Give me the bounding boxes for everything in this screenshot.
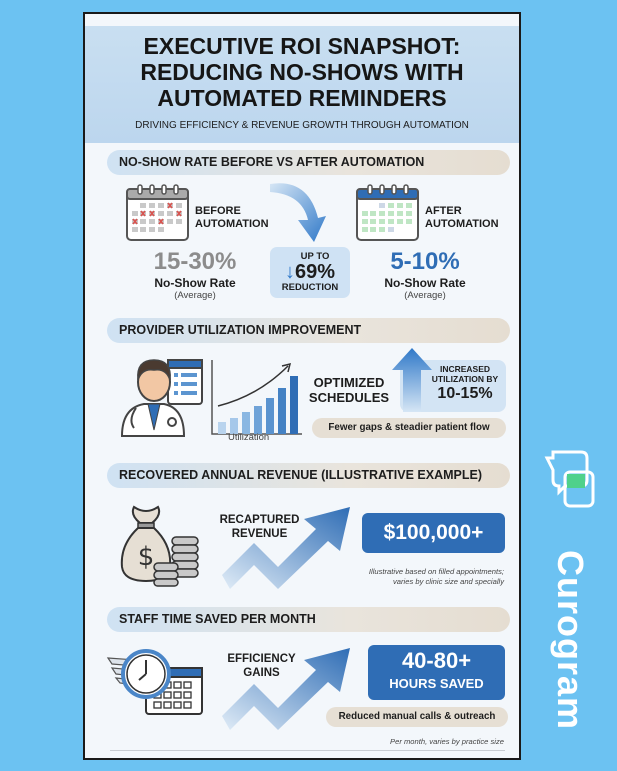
curogram-logo-icon (544, 450, 595, 508)
optimized-line: OPTIMIZED (313, 375, 385, 390)
calendar-before-icon (126, 184, 189, 241)
header-band (85, 26, 519, 143)
after-rate-caption: No-Show Rate (384, 276, 466, 290)
revenue-note: Illustrative based on filled appointment… (300, 567, 504, 587)
trend-up-arrow-icon (222, 648, 350, 730)
reduction-bottom: REDUCTION (281, 282, 339, 293)
section-heading-revenue: RECOVERED ANNUAL REVENUE (ILLUSTRATIVE E… (107, 463, 510, 488)
after-label-line: AFTER (425, 205, 462, 217)
clock-calendar-icon (106, 649, 203, 715)
up-arrow-icon (392, 348, 432, 412)
hours-saved-label: HOURS SAVED (389, 676, 484, 691)
before-label-line: AUTOMATION (195, 218, 269, 230)
reduction-badge: UP TO ↓69% REDUCTION (270, 247, 350, 298)
page-title: EXECUTIVE ROI SNAPSHOT: REDUCING NO-SHOW… (85, 33, 519, 111)
efficiency-gains-label: EFFICIENCY GAINS (214, 652, 309, 680)
optimized-line: SCHEDULES (308, 390, 390, 405)
title-line-2: REDUCING NO-SHOWS WITH (140, 59, 464, 85)
utilization-chart-label: Utilization (228, 432, 270, 443)
title-line-1: EXECUTIVE ROI SNAPSHOT: (143, 33, 461, 59)
section-heading-utilization: PROVIDER UTILIZATION IMPROVEMENT (107, 318, 510, 343)
utilization-increase: INCREASED UTILIZATION BY 10-15% (425, 364, 505, 404)
calendar-after-icon (356, 184, 419, 241)
after-label-line: AUTOMATION (425, 218, 499, 230)
efficiency-line: GAINS (243, 667, 280, 679)
utilization-tag: Fewer gaps & steadier patient flow (312, 418, 506, 438)
before-stat: 15-30% No-Show Rate (Average) (135, 248, 255, 301)
section-heading-noshow: NO-SHOW RATE BEFORE VS AFTER AUTOMATION (107, 150, 510, 175)
doctor-icon (120, 359, 203, 437)
hours-saved-value: 40-80+ (401, 648, 472, 673)
staff-tag: Reduced manual calls & outreach (326, 707, 508, 727)
recaptured-line: RECAPTURED (219, 514, 300, 526)
trend-up-arrow-icon (222, 507, 350, 589)
increase-line: UTILIZATION BY (431, 374, 499, 384)
curved-down-arrow-icon (270, 183, 326, 242)
brand-name: Curogram (550, 549, 591, 731)
increase-value: 10-15% (437, 385, 493, 402)
revenue-note-line: varies by clinic size and specially (393, 577, 504, 586)
after-rate-value: 5-10% (390, 248, 460, 275)
reduction-value: 69% (294, 261, 336, 283)
reduction-top: UP TO (300, 251, 330, 262)
recaptured-line: REVENUE (231, 528, 288, 540)
before-label: BEFORE AUTOMATION (195, 205, 269, 231)
divider (110, 750, 505, 751)
before-rate-value: 15-30% (153, 248, 237, 275)
after-rate-sub: (Average) (404, 290, 446, 301)
optimized-schedules-label: OPTIMIZED SCHEDULES (306, 375, 392, 405)
revenue-note-line: Illustrative based on filled appointment… (368, 567, 504, 576)
increase-line: INCREASED (439, 364, 491, 374)
efficiency-line: EFFICIENCY (227, 653, 296, 665)
after-label: AFTER AUTOMATION (425, 205, 499, 231)
before-label-line: BEFORE (195, 205, 241, 217)
subtitle: DRIVING EFFICIENCY & REVENUE GROWTH THRO… (135, 120, 469, 131)
after-stat: 5-10% No-Show Rate (Average) (365, 248, 485, 301)
before-rate-sub: (Average) (174, 290, 216, 301)
utilization-bar-chart-icon (211, 360, 302, 435)
money-bag-icon: $ (120, 505, 199, 587)
revenue-value-box: $100,000+ (362, 513, 505, 553)
svg-text:$: $ (138, 542, 155, 572)
recaptured-revenue-label: RECAPTURED REVENUE (212, 513, 307, 541)
down-arrow-icon: ↓ (284, 261, 295, 283)
hours-saved-box: 40-80+ HOURS SAVED (368, 645, 505, 700)
staff-note: Per month, varies by practice size (390, 737, 504, 746)
before-rate-caption: No-Show Rate (154, 276, 236, 290)
curogram-wordmark: Curogram (548, 540, 592, 740)
title-line-3: AUTOMATED REMINDERS (157, 85, 447, 111)
section-heading-staff: STAFF TIME SAVED PER MONTH (107, 607, 510, 632)
